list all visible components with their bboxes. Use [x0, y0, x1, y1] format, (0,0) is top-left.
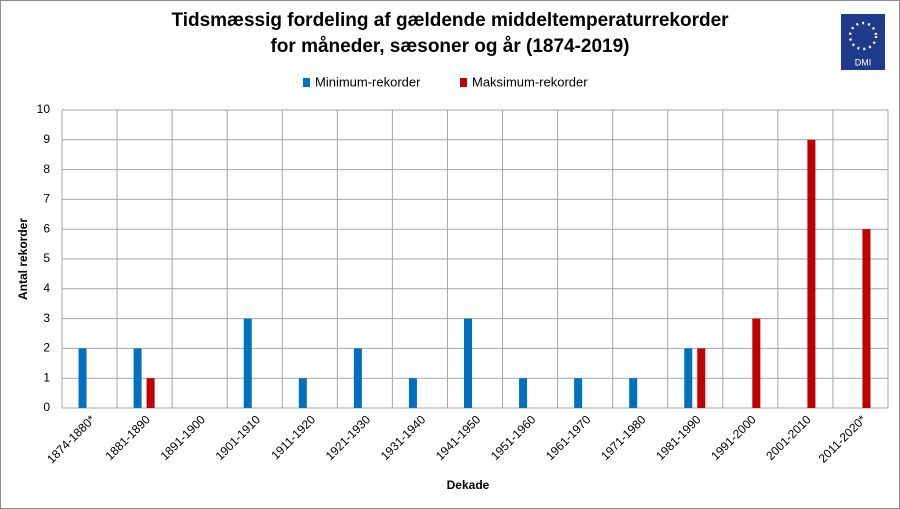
logo-stars: [848, 21, 878, 51]
y-tick-label: 6: [43, 221, 50, 235]
y-tick-label: 4: [43, 281, 50, 295]
y-tick-label: 9: [43, 132, 50, 146]
y-tick-label: 2: [43, 341, 50, 355]
bar: [243, 318, 252, 408]
x-axis-label: Dekade: [447, 478, 490, 492]
y-tick-label: 1: [43, 370, 50, 384]
bar: [353, 348, 362, 408]
bar: [807, 139, 816, 409]
chart-subtitle: for måneder, sæsoner og år (1874-2019): [270, 36, 629, 57]
bar: [298, 378, 307, 408]
bar: [629, 378, 638, 408]
y-tick-label: 7: [43, 192, 50, 206]
bar: [519, 378, 528, 408]
y-axis-label: Antal rekorder: [16, 218, 30, 300]
logo-text: DMI: [855, 57, 872, 67]
y-tick-label: 10: [37, 102, 51, 116]
legend-label: Maksimum-rekorder: [472, 74, 588, 89]
y-tick-label: 5: [43, 251, 50, 265]
bar: [78, 348, 87, 408]
chart-title: Tidsmæssig fordeling af gældende middelt…: [171, 10, 729, 31]
bar: [146, 378, 155, 408]
bar: [752, 318, 761, 408]
bar: [408, 378, 417, 408]
y-tick-label: 0: [43, 400, 50, 414]
bar: [133, 348, 142, 408]
legend-swatch: [460, 78, 467, 87]
bar: [574, 378, 583, 408]
bar: [862, 229, 871, 408]
bar: [464, 318, 472, 408]
logo: DMI: [841, 14, 885, 70]
legend-swatch: [303, 78, 310, 87]
legend-label: Minimum-rekorder: [315, 74, 421, 89]
y-tick-label: 8: [43, 162, 50, 176]
bar: [697, 348, 706, 408]
bar: [684, 348, 693, 408]
y-tick-label: 3: [43, 311, 50, 325]
